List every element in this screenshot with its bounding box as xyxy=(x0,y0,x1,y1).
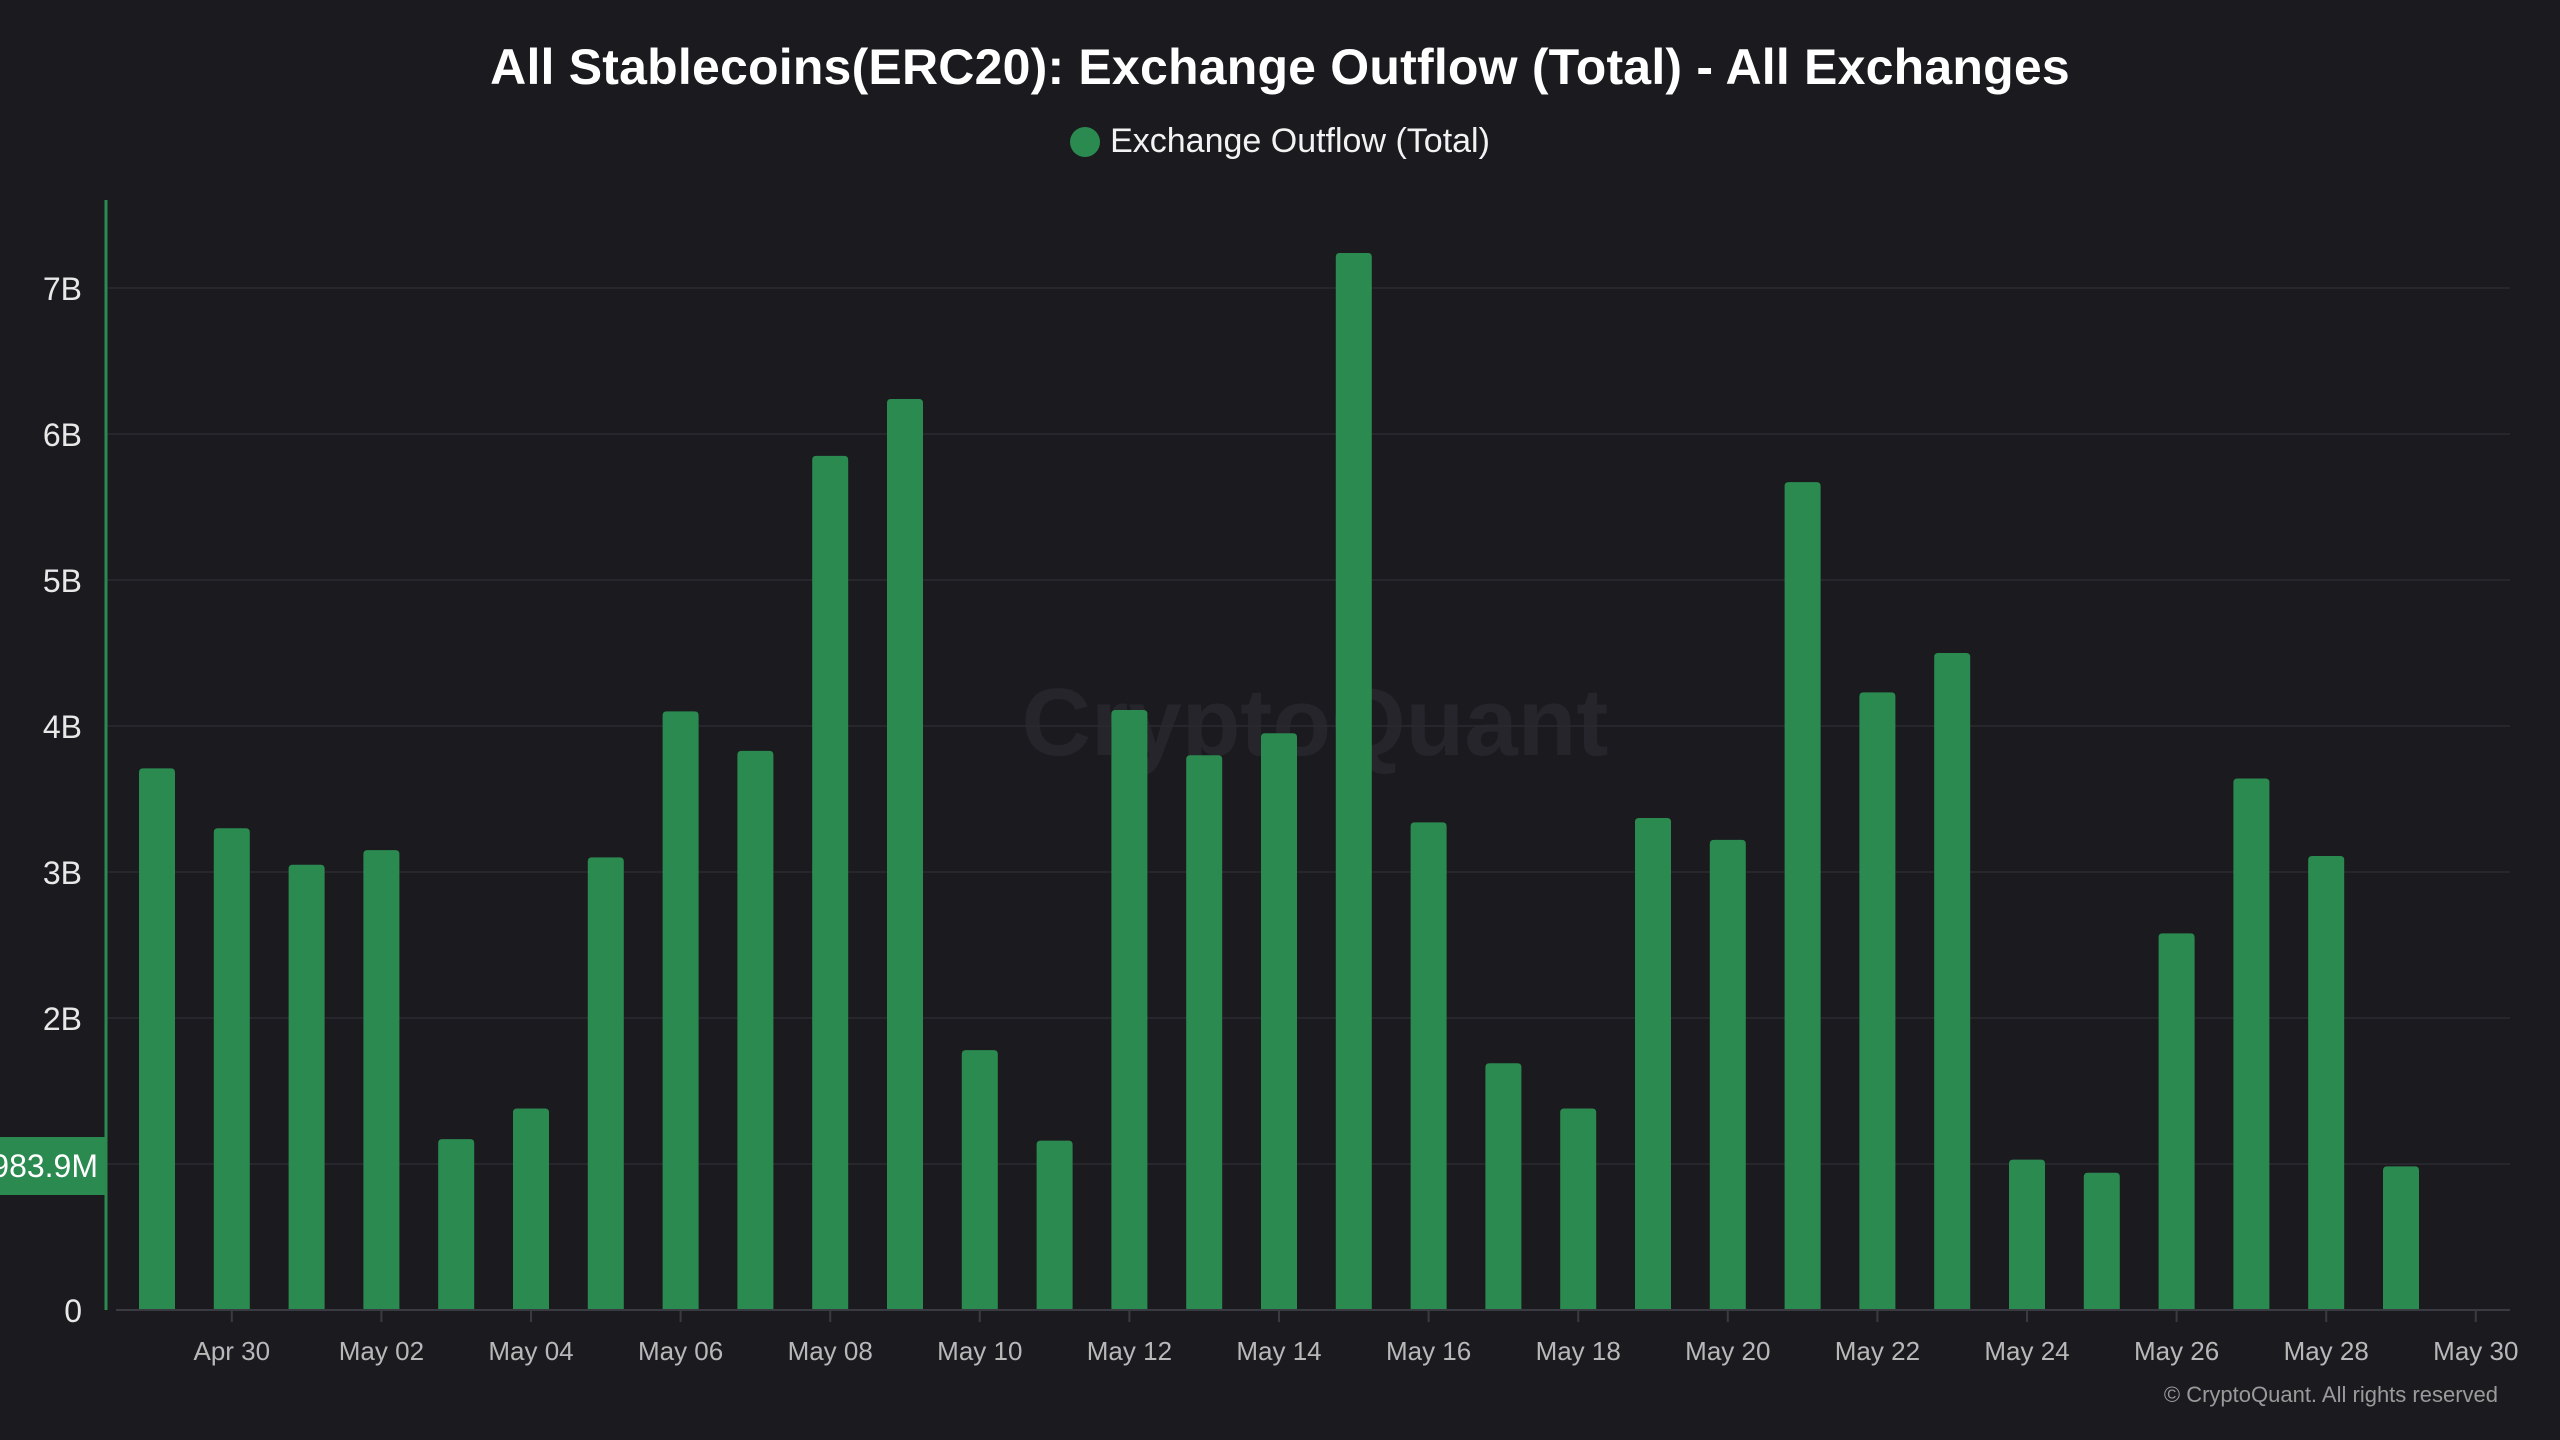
x-tick-label: May 28 xyxy=(2284,1336,2369,1366)
x-tick-label: May 10 xyxy=(937,1336,1022,1366)
x-tick-label: May 02 xyxy=(339,1336,424,1366)
x-tick-label: May 24 xyxy=(1984,1336,2069,1366)
copyright-notice: © CryptoQuant. All rights reserved xyxy=(2163,1382,2498,1407)
crosshair-value-label: 983.9M xyxy=(0,1137,106,1196)
x-tick-label: May 26 xyxy=(2134,1336,2219,1366)
y-tick-label: 0 xyxy=(64,1293,82,1329)
bar-may-01[interactable] xyxy=(288,864,325,1310)
y-tick-label: 5B xyxy=(43,563,82,599)
x-tick-label: May 16 xyxy=(1386,1336,1471,1366)
y-tick-label: 6B xyxy=(43,417,82,453)
bar-may-18[interactable] xyxy=(1560,1108,1597,1310)
bar-may-20[interactable] xyxy=(1709,839,1746,1310)
bar-may-24[interactable] xyxy=(2009,1159,2045,1310)
bar-may-14[interactable] xyxy=(1261,733,1297,1310)
bar-may-12[interactable] xyxy=(1111,709,1148,1310)
x-tick-label: May 30 xyxy=(2433,1336,2518,1366)
x-tick-label: May 06 xyxy=(638,1336,723,1366)
legend-marker xyxy=(1070,126,1101,157)
bar-may-08[interactable] xyxy=(812,455,849,1310)
chart-title: All Stablecoins(ERC20): Exchange Outflow… xyxy=(490,39,2070,95)
x-tick-label: May 12 xyxy=(1087,1336,1172,1366)
bar-may-27[interactable] xyxy=(2233,778,2270,1310)
bar-may-17[interactable] xyxy=(1485,1063,1522,1310)
legend-label: Exchange Outflow (Total) xyxy=(1110,122,1490,160)
legend[interactable]: Exchange Outflow (Total) xyxy=(0,122,2560,161)
bar-may-09[interactable] xyxy=(887,398,923,1311)
bar-apr-29[interactable] xyxy=(139,768,175,1310)
grid-lines xyxy=(106,287,2510,1165)
bar-may-11[interactable] xyxy=(1036,1140,1073,1310)
x-tick-label: May 14 xyxy=(1236,1336,1321,1366)
bar-may-19[interactable] xyxy=(1635,817,1671,1310)
bar-may-05[interactable] xyxy=(587,857,624,1310)
y-tick-label: 2B xyxy=(43,1001,82,1037)
bar-may-26[interactable] xyxy=(2158,933,2195,1310)
bar-may-28[interactable] xyxy=(2308,855,2345,1310)
bars[interactable] xyxy=(139,252,2419,1311)
x-tick-label: May 04 xyxy=(488,1336,573,1366)
y-tick-label: 3B xyxy=(43,855,82,891)
x-tick-label: May 20 xyxy=(1685,1336,1770,1366)
x-tick-label: May 08 xyxy=(788,1336,873,1366)
bar-may-04[interactable] xyxy=(513,1108,549,1310)
bar-may-16[interactable] xyxy=(1410,822,1447,1310)
x-tick-label: Apr 30 xyxy=(193,1336,270,1366)
bar-may-13[interactable] xyxy=(1186,755,1223,1310)
bar-may-02[interactable] xyxy=(363,850,400,1310)
watermark: CryptoQuant xyxy=(1022,669,1609,776)
bar-may-10[interactable] xyxy=(961,1050,998,1310)
bar-may-22[interactable] xyxy=(1859,692,1896,1310)
x-tick-label: May 18 xyxy=(1536,1336,1621,1366)
x-tick-label: May 22 xyxy=(1835,1336,1920,1366)
y-tick-label: 7B xyxy=(43,271,82,307)
bar-may-23[interactable] xyxy=(1934,653,1971,1310)
bar-may-29[interactable] xyxy=(2383,1166,2419,1310)
bar-may-07[interactable] xyxy=(737,750,774,1310)
bar-may-21[interactable] xyxy=(1784,482,1821,1310)
bar-may-03[interactable] xyxy=(438,1139,475,1310)
y-tick-label: 4B xyxy=(43,709,82,745)
bar-may-25[interactable] xyxy=(2083,1172,2120,1310)
bar-apr-30[interactable] xyxy=(213,828,250,1310)
bar-may-06[interactable] xyxy=(662,711,699,1310)
bar-may-15[interactable] xyxy=(1335,252,1372,1311)
